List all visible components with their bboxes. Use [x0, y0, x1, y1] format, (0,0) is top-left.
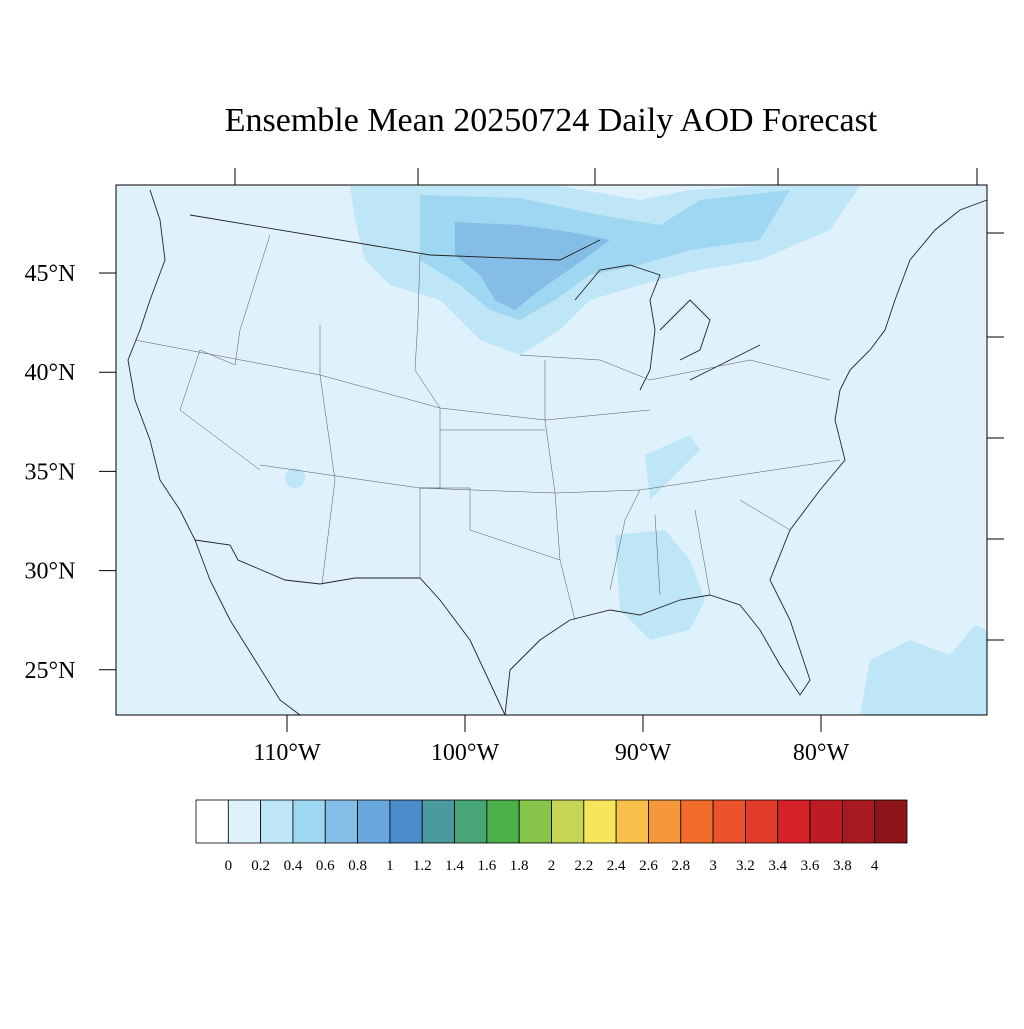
- state-borders: [134, 234, 841, 621]
- map: 45°N 40°N 35°N 30°N 25°N 110°W 100°W 90°W 80°W: [25, 168, 1004, 766]
- colorbar: 0 0.2 0.4 0.6 0.8 1 1.2 1.4 1.6 1.8 2 2.2 2.4 2.6 2.8 3…: [195, 799, 908, 874]
- colorbar-label: 1.4: [445, 858, 464, 874]
- colorbar-label: 2.4: [607, 858, 626, 874]
- lat-label: 45°N: [25, 261, 76, 287]
- lon-label: 100°W: [431, 740, 500, 766]
- colorbar-label: 0.6: [316, 858, 335, 874]
- colorbar-label: 0: [225, 858, 233, 874]
- colorbar-box: [292, 799, 326, 844]
- colorbar-box: [486, 799, 520, 844]
- colorbar-box: [648, 799, 682, 844]
- colorbar-label: 0.8: [348, 858, 367, 874]
- colorbar-box: [357, 799, 391, 844]
- lon-label: 90°W: [615, 740, 672, 766]
- colorbar-label: 1.6: [477, 858, 496, 874]
- colorbar-label: 1.2: [413, 858, 432, 874]
- colorbar-label: 2.8: [671, 858, 690, 874]
- colorbar-label: 3.8: [833, 858, 852, 874]
- colorbar-label: 1: [386, 858, 394, 874]
- title: Ensemble Mean 20250724 Daily AOD Forecas…: [225, 102, 878, 139]
- colorbar-box: [615, 799, 649, 844]
- aod-field: [285, 186, 987, 715]
- colorbar-box: [777, 799, 811, 844]
- colorbar-box: [421, 799, 455, 844]
- lat-label: 30°N: [25, 559, 76, 585]
- colorbar-label: 0.2: [251, 858, 270, 874]
- colorbar-label: 1.8: [510, 858, 529, 874]
- colorbar-label: 0.4: [284, 858, 303, 874]
- colorbar-box: [712, 799, 746, 844]
- colorbar-box: [324, 799, 358, 844]
- colorbar-label: 3.4: [768, 858, 787, 874]
- aod-region: [615, 530, 705, 640]
- aod-region: [455, 222, 610, 310]
- colorbar-label: 2.2: [574, 858, 593, 874]
- lat-labels: 45°N 40°N 35°N 30°N 25°N: [25, 261, 116, 684]
- map-frame: [115, 184, 988, 716]
- colorbar-label: 3.6: [801, 858, 820, 874]
- colorbar-box: [195, 799, 229, 844]
- colorbar-box: [874, 799, 908, 844]
- frame-ticks: [234, 168, 1004, 641]
- coastlines: [127, 189, 988, 716]
- lat-label: 25°N: [25, 658, 76, 684]
- colorbar-box: [551, 799, 585, 844]
- colorbar-box: [745, 799, 779, 844]
- lat-label: 40°N: [25, 360, 76, 386]
- colorbar-label: 4: [871, 858, 879, 874]
- colorbar-box: [260, 799, 294, 844]
- colorbar-box: [389, 799, 423, 844]
- lon-labels: 110°W 100°W 90°W 80°W: [253, 715, 849, 766]
- aod-region: [860, 625, 987, 715]
- aod-region: [645, 435, 700, 500]
- colorbar-box: [518, 799, 552, 844]
- colorbar-box: [841, 799, 876, 844]
- colorbar-label: 2.6: [639, 858, 658, 874]
- colorbar-label: 2: [548, 858, 556, 874]
- lon-label: 80°W: [793, 740, 850, 766]
- colorbar-box: [680, 799, 714, 844]
- colorbar-box: [454, 799, 488, 844]
- colorbar-box: [583, 799, 617, 844]
- colorbar-label: 3.2: [736, 858, 755, 874]
- colorbar-box: [227, 799, 262, 844]
- aod-region: [285, 468, 305, 488]
- colorbar-label: 3: [709, 858, 717, 874]
- lat-label: 35°N: [25, 459, 76, 485]
- lon-label: 110°W: [253, 740, 321, 766]
- colorbar-box: [809, 799, 843, 844]
